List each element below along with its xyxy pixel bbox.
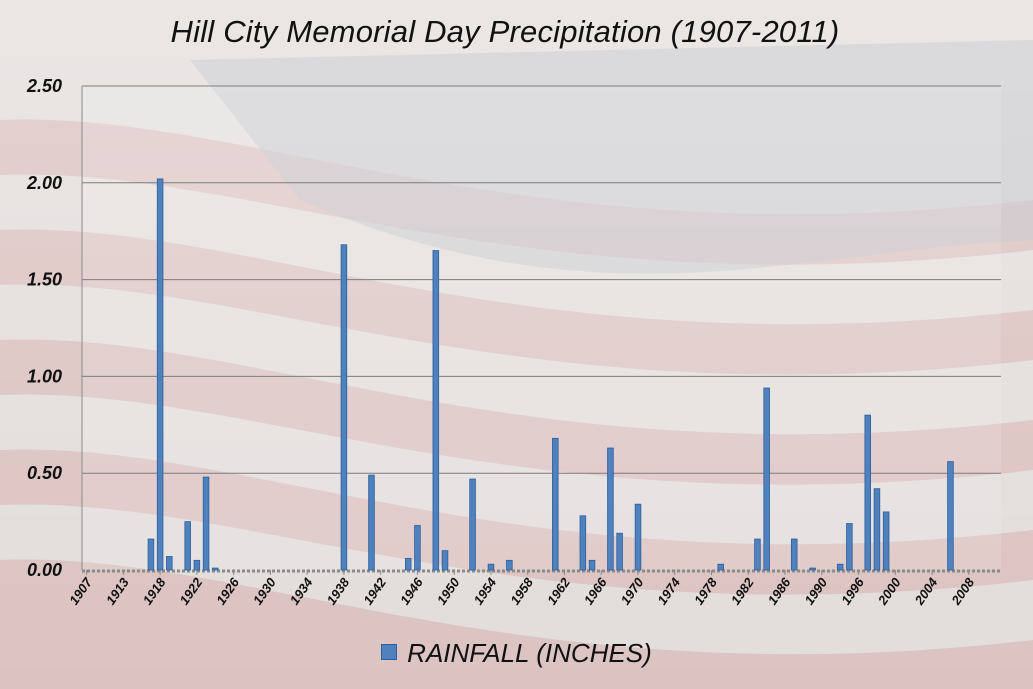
bar	[763, 387, 770, 571]
bar	[147, 538, 155, 571]
y-tick-label: 1.00	[27, 366, 62, 386]
bar	[414, 525, 421, 571]
bar	[184, 521, 191, 571]
x-tick-label: 1907	[66, 574, 95, 607]
bar	[166, 556, 173, 571]
x-tick-label: 1982	[728, 574, 757, 607]
bar	[809, 567, 816, 571]
bar	[947, 461, 954, 571]
x-tick-label: 1990	[801, 574, 830, 607]
x-tick-label: 2008	[948, 574, 978, 608]
bar	[864, 414, 871, 571]
x-tick-label: 1954	[471, 574, 500, 607]
legend-label: RAINFALL (INCHES)	[407, 638, 652, 668]
y-tick-label: 1.50	[27, 270, 62, 290]
x-tick-label: 1918	[140, 574, 169, 607]
legend-swatch	[381, 644, 398, 660]
x-tick-label: 1934	[287, 574, 316, 607]
bar	[202, 476, 210, 571]
bar	[579, 515, 587, 571]
x-tick-label: 2000	[874, 574, 904, 608]
legend: RAINFALL (INCHES)	[0, 638, 1033, 669]
x-tick-label: 1962	[544, 574, 573, 607]
x-tick-label: 1966	[581, 574, 610, 607]
bar	[441, 550, 449, 571]
bar	[790, 538, 798, 571]
x-tick-label: 1974	[654, 574, 683, 607]
bar	[717, 563, 724, 571]
y-tick-label: 0.00	[27, 560, 62, 580]
y-tick-label: 2.00	[26, 173, 62, 193]
plot-background	[82, 86, 1001, 570]
bar	[754, 538, 761, 571]
bar	[873, 488, 881, 571]
chart-title: Hill City Memorial Day Precipitation (19…	[170, 14, 840, 49]
x-tick-label: 1958	[507, 574, 536, 607]
bar	[552, 437, 559, 571]
y-tick-label: 2.50	[26, 76, 62, 96]
bar	[882, 511, 890, 571]
bar	[616, 532, 623, 571]
bar	[469, 478, 476, 571]
x-tick-label: 1926	[213, 574, 242, 607]
x-tick-label: 1946	[397, 574, 426, 607]
y-tick-label: 0.50	[27, 463, 62, 483]
bar	[506, 559, 513, 571]
x-tick-label: 1938	[323, 574, 352, 607]
bar	[193, 559, 201, 571]
bar	[432, 250, 440, 571]
x-tick-label: 1913	[103, 574, 132, 607]
x-tick-label: 1986	[765, 574, 794, 607]
x-tick-label: 1996	[838, 574, 867, 607]
bar	[836, 563, 844, 571]
x-tick-label: 1922	[176, 574, 205, 607]
bar	[607, 447, 614, 571]
bar	[588, 559, 596, 571]
bar	[156, 178, 164, 571]
x-tick-label: 1930	[250, 574, 279, 607]
bar	[846, 523, 853, 571]
x-tick-label: 1978	[691, 574, 720, 607]
x-tick-label: 1970	[618, 574, 647, 607]
bar	[404, 557, 412, 571]
bar	[368, 474, 375, 571]
x-tick-label: 2004	[911, 574, 941, 608]
x-tick-label: 1942	[360, 574, 389, 607]
bar	[340, 244, 348, 571]
x-tick-label: 1950	[434, 574, 463, 607]
bar	[212, 567, 219, 571]
bar	[634, 503, 642, 571]
bar	[487, 563, 495, 571]
